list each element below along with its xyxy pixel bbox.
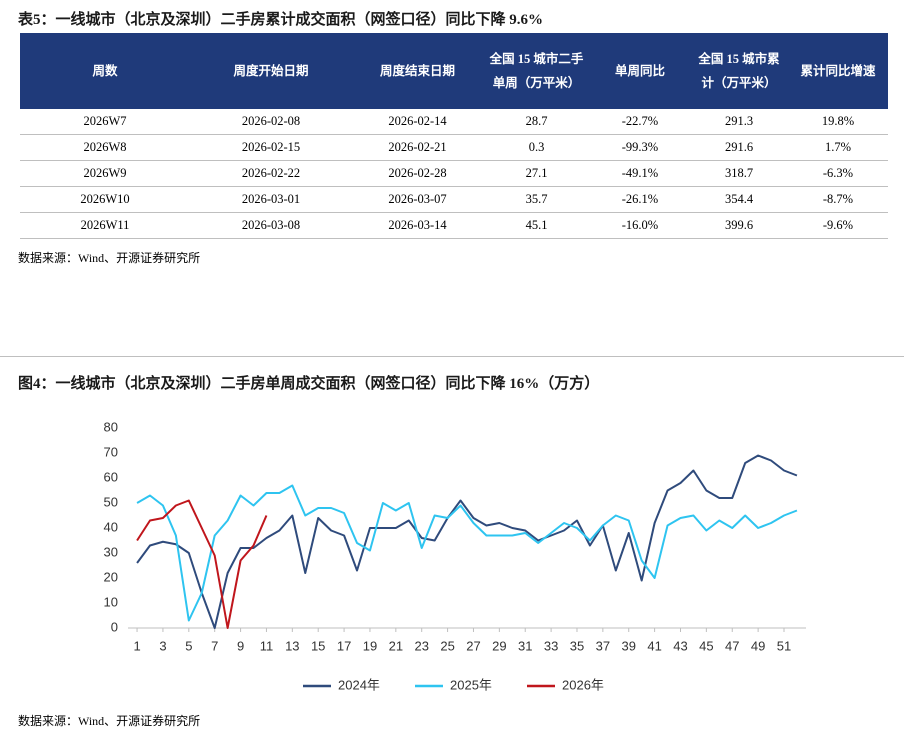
x-tick-label: 23	[414, 638, 428, 653]
table-cell: 2026-02-22	[190, 160, 352, 187]
table-cell: 399.6	[690, 212, 788, 239]
x-tick-label: 29	[492, 638, 506, 653]
table-cell: -8.7%	[788, 186, 888, 213]
table-cell: 318.7	[690, 160, 788, 187]
x-tick-label: 41	[647, 638, 661, 653]
legend-label: 2024年	[338, 677, 380, 692]
x-tick-label: 9	[237, 638, 244, 653]
data-table: 周数 周度开始日期 周度结束日期 全国 15 城市二手单周（万平米） 单周同比 全国 15…	[20, 33, 888, 239]
header-row: 周数 周度开始日期 周度结束日期 全国 15 城市二手单周（万平米） 单周同比 全国 15…	[20, 33, 888, 109]
x-tick-label: 51	[777, 638, 791, 653]
table-cell: -22.7%	[590, 109, 690, 135]
x-tick-label: 43	[673, 638, 687, 653]
x-tick-label: 15	[311, 638, 325, 653]
x-tick-label: 3	[159, 638, 166, 653]
header-cell: 单周同比	[590, 33, 690, 109]
x-tick-label: 47	[725, 638, 739, 653]
table-cell: 2026W9	[20, 160, 190, 187]
x-tick-label: 35	[570, 638, 584, 653]
table-row: 2026W7 2026-02-08 2026-02-14 28.7 -22.7% 291.…	[20, 109, 888, 135]
table-cell: 354.4	[690, 186, 788, 213]
table-cell: 2026W7	[20, 109, 190, 135]
table-cell: 2026-02-08	[190, 109, 352, 135]
y-tick-label: 40	[104, 519, 118, 534]
y-tick-label: 0	[111, 619, 118, 634]
table-row: 2026W10 2026-03-01 2026-03-07 35.7 -26.1% 354…	[20, 186, 888, 213]
series-line	[136, 499, 268, 629]
table-cell: 2026W8	[20, 134, 190, 161]
header-cell: 周度开始日期	[190, 33, 352, 109]
header-cell: 周数	[20, 33, 190, 109]
chart-title: 图4：一线城市（北京及深圳）二手房单周成交面积（网签口径）同比下降 16%（万方…	[18, 376, 600, 392]
table-cell: 2026-03-01	[190, 186, 352, 213]
legend-label: 2026年	[562, 677, 604, 692]
table-cell: -99.3%	[590, 134, 690, 161]
header-cell: 周度结束日期	[352, 33, 483, 109]
x-tick-label: 27	[466, 638, 480, 653]
y-tick-label: 80	[104, 419, 118, 434]
header-cell: 全国 15 城市二手单周（万平米）	[483, 33, 590, 109]
y-tick-label: 10	[104, 594, 118, 609]
series-line	[136, 484, 798, 622]
table-cell: -26.1%	[590, 186, 690, 213]
table-cell: -9.6%	[788, 212, 888, 239]
x-tick-label: 45	[699, 638, 713, 653]
table-cell: 2026-03-14	[352, 212, 483, 239]
x-tick-label: 33	[544, 638, 558, 653]
table-row: 2026W11 2026-03-08 2026-03-14 45.1 -16.0% 399…	[20, 212, 888, 239]
table-cell: 27.1	[483, 160, 590, 187]
y-tick-label: 30	[104, 544, 118, 559]
x-tick-label: 1	[133, 638, 140, 653]
table-cell: 291.6	[690, 134, 788, 161]
table-cell: 45.1	[483, 212, 590, 239]
x-tick-label: 5	[185, 638, 192, 653]
table-cell: 35.7	[483, 186, 590, 213]
y-tick-label: 50	[104, 494, 118, 509]
table-cell: 2026-02-15	[190, 134, 352, 161]
x-tick-label: 31	[518, 638, 532, 653]
y-tick-label: 70	[104, 444, 118, 459]
table-cell: -16.0%	[590, 212, 690, 239]
table-row: 2026W8 2026-02-15 2026-02-21 0.3 -99.3% 291.6…	[20, 134, 888, 161]
table-cell: 2026W10	[20, 186, 190, 213]
table-cell: 28.7	[483, 109, 590, 135]
header-cell: 累计同比增速	[788, 33, 888, 109]
y-tick-label: 20	[104, 569, 118, 584]
x-tick-label: 39	[622, 638, 636, 653]
series-line	[136, 454, 798, 629]
table-cell: 2026-02-14	[352, 109, 483, 135]
table-cell: 0.3	[483, 134, 590, 161]
separator	[0, 356, 904, 357]
table-title: 表5：一线城市（北京及深圳）二手房累计成交面积（网签口径）同比下降 9.6%	[18, 12, 544, 28]
header-cell: 全国 15 城市累计（万平米）	[690, 33, 788, 109]
x-tick-label: 7	[211, 638, 218, 653]
x-tick-label: 19	[363, 638, 377, 653]
x-tick-label: 49	[751, 638, 765, 653]
table-cell: 19.8%	[788, 109, 888, 135]
table-cell: 291.3	[690, 109, 788, 135]
table-cell: 2026W11	[20, 212, 190, 239]
table-cell: 2026-02-21	[352, 134, 483, 161]
table-cell: 1.7%	[788, 134, 888, 161]
table-cell: 2026-03-07	[352, 186, 483, 213]
x-tick-label: 17	[337, 638, 351, 653]
legend-label: 2025年	[450, 677, 492, 692]
table-cell: 2026-02-28	[352, 160, 483, 187]
table-cell: 2026-03-08	[190, 212, 352, 239]
x-tick-label: 11	[260, 638, 274, 653]
table-body: 2026W7 2026-02-08 2026-02-14 28.7 -22.7% 291.…	[20, 109, 888, 239]
chart-source: 数据来源：Wind、开源证券研究所	[18, 714, 201, 728]
x-tick-label: 13	[285, 638, 299, 653]
table-source: 数据来源：Wind、开源证券研究所	[18, 251, 201, 265]
x-tick-label: 21	[389, 638, 403, 653]
table-cell: -6.3%	[788, 160, 888, 187]
x-tick-label: 37	[596, 638, 610, 653]
x-tick-label: 25	[440, 638, 454, 653]
table-row: 2026W9 2026-02-22 2026-02-28 27.1 -49.1% 318.…	[20, 160, 888, 187]
table-cell: -49.1%	[590, 160, 690, 187]
y-tick-label: 60	[104, 469, 118, 484]
